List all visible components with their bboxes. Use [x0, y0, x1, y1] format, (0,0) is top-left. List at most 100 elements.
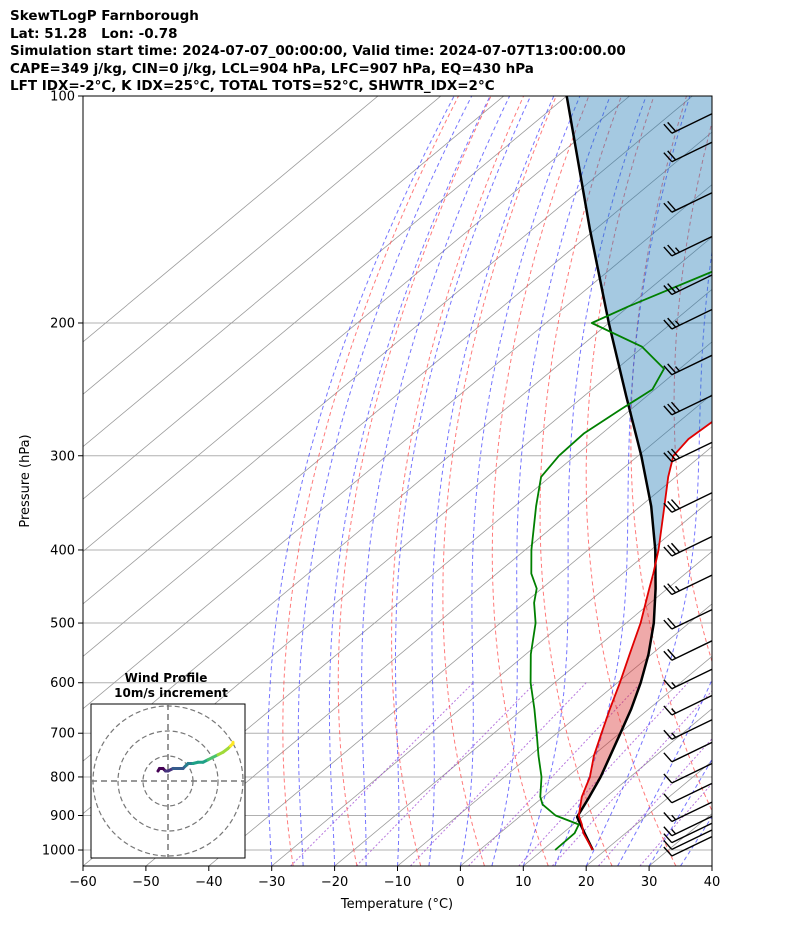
isotherm--160	[83, 96, 379, 343]
barb-half-flag	[671, 732, 677, 738]
wind-barb	[663, 492, 713, 513]
barb-flag	[663, 285, 673, 295]
barb-staff	[671, 801, 713, 823]
y-tick-label: 100	[50, 90, 75, 105]
barb-flag	[663, 826, 673, 837]
isotherm--50	[145, 393, 712, 866]
barb-staff	[671, 574, 713, 596]
wind-barb	[663, 608, 713, 630]
barb-staff	[671, 192, 713, 213]
x-tick-label: −30	[258, 875, 285, 890]
isotherm-0	[460, 655, 712, 866]
y-tick-label: 200	[50, 316, 75, 331]
wind-barb	[663, 308, 713, 330]
barb-staff	[671, 608, 713, 630]
barb-flag	[663, 846, 673, 857]
dry-adiabat	[630, 96, 712, 813]
moist-adiabat	[585, 248, 712, 866]
wind-barb	[663, 762, 713, 784]
hodograph-title: Wind Profile	[125, 671, 208, 685]
moist-adiabat	[297, 96, 473, 866]
isotherms	[83, 96, 712, 866]
barb-staff	[671, 782, 713, 804]
x-tick-label: −10	[384, 875, 411, 890]
wind-barb	[663, 640, 713, 661]
dry-adiabat	[337, 96, 492, 866]
barb-flag	[663, 452, 673, 463]
x-tick-label: −50	[132, 875, 159, 890]
dry-adiabat	[716, 96, 794, 866]
y-axis-label: Pressure (hPa)	[18, 434, 33, 527]
wind-barb	[663, 822, 713, 844]
barb-flag	[670, 542, 681, 553]
barb-flag	[663, 679, 673, 690]
barb-flag	[667, 544, 677, 555]
moist-adiabat	[328, 96, 491, 866]
y-axis-ticks: 100 200 300 400 500 600 700 800 900 1000	[42, 90, 83, 859]
isotherm--20	[334, 550, 712, 866]
wind-barb	[663, 535, 713, 557]
cape-line: CAPE=349 j/kg, CIN=0 j/kg, LCL=904 hPa, …	[10, 60, 534, 77]
barb-staff	[671, 441, 713, 463]
hodograph-subtitle: 10m/s increment	[114, 686, 228, 700]
x-tick-label: 30	[641, 875, 658, 890]
isotherm--90	[83, 184, 712, 710]
wind-barb	[663, 113, 713, 134]
isotherm--110	[83, 96, 693, 605]
x-tick-label: −60	[69, 875, 96, 890]
isotherm--120	[83, 96, 630, 553]
wind-barb	[663, 141, 713, 163]
mixing-ratio-line	[598, 738, 712, 866]
y-tick-label: 500	[50, 617, 75, 632]
barb-flag	[663, 729, 673, 740]
barb-staff	[671, 308, 713, 330]
barb-flag	[663, 546, 673, 557]
temperature-line	[577, 420, 712, 851]
wind-barb	[663, 354, 713, 376]
barb-flag	[663, 752, 673, 763]
barb-half-flag	[671, 828, 677, 835]
barb-half-flag	[674, 366, 681, 372]
barb-flag	[663, 365, 673, 376]
barb-flag	[667, 244, 677, 255]
isotherm--30	[271, 498, 712, 866]
y-tick-label: 600	[50, 676, 75, 691]
dry-adiabat	[539, 96, 622, 866]
barb-staff	[671, 668, 713, 690]
wind-barb	[663, 574, 713, 596]
barb-half-flag	[671, 814, 677, 821]
wind-barb	[663, 719, 713, 740]
barb-staff	[671, 274, 713, 296]
barb-staff	[671, 719, 713, 740]
isotherm--140	[83, 96, 505, 448]
barb-flag	[667, 403, 677, 414]
barb-flag	[667, 317, 677, 328]
wind-barb	[663, 694, 713, 716]
barb-flag	[663, 833, 673, 844]
dewpoint-line	[529, 270, 712, 851]
barb-staff	[671, 741, 713, 763]
chart-title: SkewTLogP Farnborough	[10, 8, 199, 24]
time-line: Simulation start time: 2024-07-07_00:00:…	[10, 43, 626, 60]
x-tick-label: 40	[704, 875, 721, 890]
barb-flag	[663, 319, 673, 330]
x-tick-label: 10	[515, 875, 532, 890]
dry-adiabat	[757, 96, 794, 866]
dry-adiabat	[491, 96, 590, 866]
wind-barb	[663, 668, 713, 690]
barb-flag	[667, 200, 677, 211]
barb-flag	[663, 246, 673, 257]
isotherm--10	[397, 603, 712, 866]
barb-flag	[667, 450, 677, 461]
barb-flag	[663, 619, 673, 630]
y-tick-label: 1000	[42, 844, 75, 859]
barb-flag	[663, 405, 673, 416]
barb-flag	[670, 448, 681, 459]
barb-half-flag	[671, 708, 677, 714]
barb-flag	[667, 617, 677, 628]
profiles	[529, 96, 712, 851]
barb-flag	[663, 773, 673, 784]
isotherm--130	[83, 96, 567, 500]
y-tick-label: 900	[50, 809, 75, 824]
